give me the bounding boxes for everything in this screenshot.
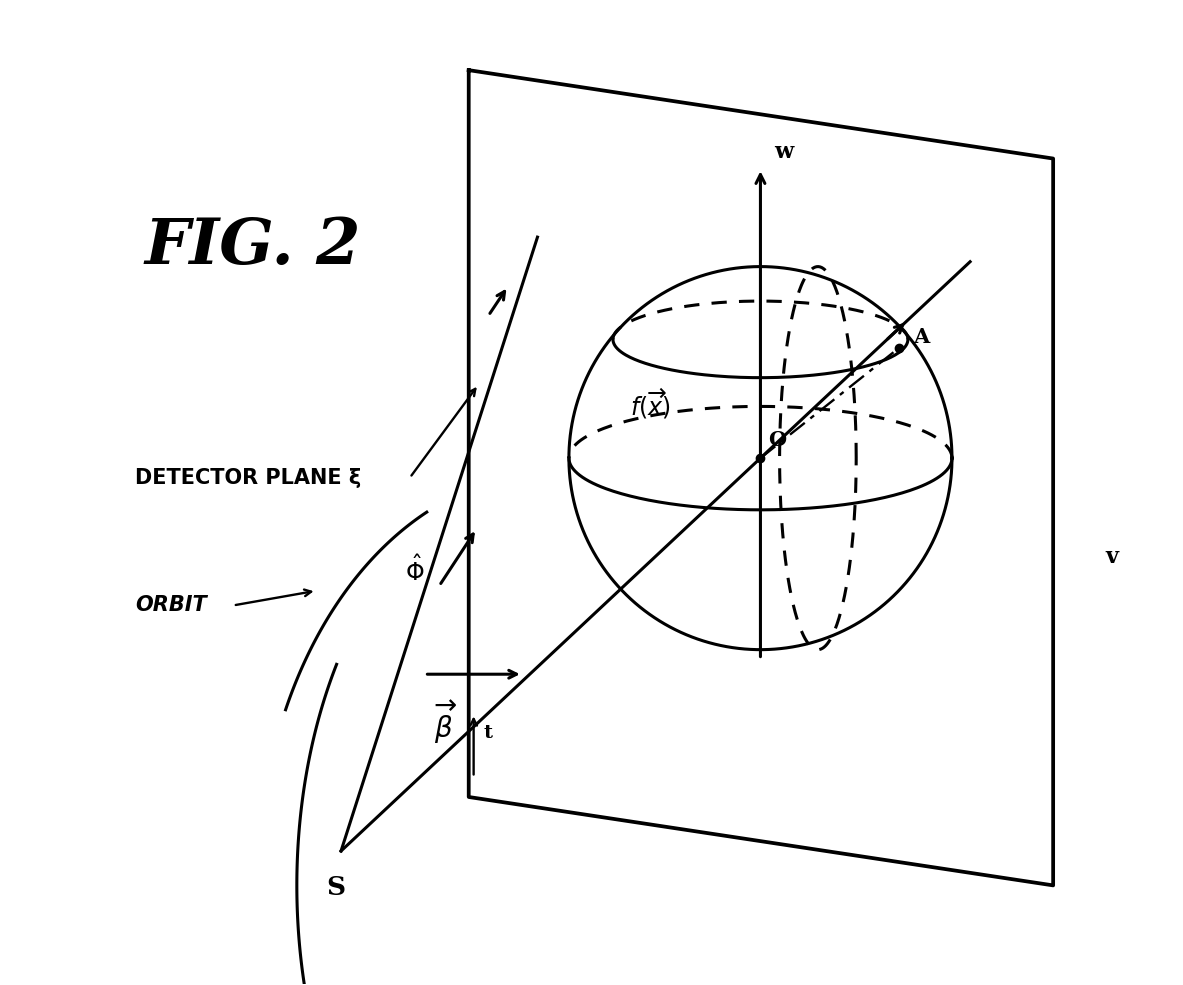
Text: ORBIT: ORBIT <box>135 596 207 616</box>
Text: t: t <box>484 724 492 742</box>
Text: A: A <box>913 327 930 348</box>
Text: O: O <box>768 430 787 450</box>
Text: $f(\overrightarrow{x})$: $f(\overrightarrow{x})$ <box>631 387 671 422</box>
Text: FIG. 2: FIG. 2 <box>144 216 361 278</box>
Text: $\overrightarrow{\beta}$: $\overrightarrow{\beta}$ <box>434 698 457 746</box>
Text: $\hat{\Phi}$: $\hat{\Phi}$ <box>405 556 425 586</box>
Text: w: w <box>774 142 794 164</box>
Text: DETECTOR PLANE ξ: DETECTOR PLANE ξ <box>135 468 361 488</box>
Text: v: v <box>1105 546 1118 567</box>
Text: S: S <box>327 876 345 900</box>
